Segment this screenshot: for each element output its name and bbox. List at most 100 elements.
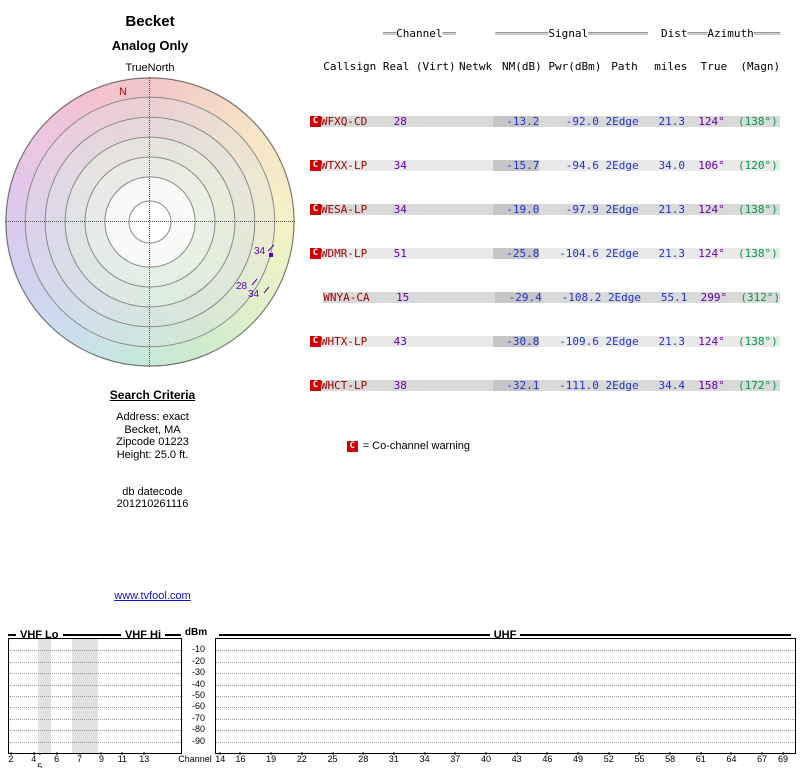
- gridline: [9, 673, 181, 675]
- x-tick-label: 2: [8, 754, 14, 764]
- y-tick-label: -20: [191, 655, 205, 666]
- station-channel-label: 28: [236, 281, 248, 292]
- x-tick-label: 25: [327, 754, 338, 764]
- gridline: [9, 696, 181, 697]
- co-channel-marker: C: [310, 336, 321, 347]
- page-title: Becket: [125, 13, 175, 30]
- report-header: Becket Analog Only TrueNorth: [55, 13, 245, 74]
- x-tick-label: 4: [31, 754, 37, 764]
- cell-virt-channel: [407, 204, 453, 215]
- x-tick: [219, 752, 221, 755]
- cell-pwr-dbm: -104.6: [559, 247, 599, 260]
- x-tick-label: 67: [757, 754, 768, 764]
- cell-real-channel: 38: [393, 379, 407, 392]
- cell-real-channel: 15: [396, 291, 410, 304]
- vhf-panel: [8, 638, 182, 754]
- x-tick: [485, 752, 487, 755]
- spacer: [310, 28, 383, 39]
- gridline: [9, 718, 181, 720]
- gridline: [9, 741, 181, 743]
- cell-virt-channel: [407, 380, 453, 391]
- cell-nm-db: -19.0: [492, 204, 540, 215]
- x-tick: [669, 752, 671, 755]
- channel-group-label: Channel: [396, 27, 443, 40]
- cell-pwr-dbm: -97.9: [565, 203, 599, 216]
- x-tick: [393, 752, 395, 755]
- x-tick-label: 49: [573, 754, 584, 764]
- cell-dist-miles: 21.3: [658, 335, 686, 348]
- x-tick: [454, 752, 456, 755]
- x-tick-label: 6: [54, 754, 60, 764]
- cell-real-channel: 34: [393, 203, 407, 216]
- cell-pwr-dbm: -109.6: [559, 335, 599, 348]
- x-tick-label: 52: [603, 754, 614, 764]
- cell-nm-db: -15.7: [492, 160, 540, 171]
- vhf-axis: 2 4 5 6 7 9 11 13: [8, 752, 180, 768]
- azimuth-group-header: ═══Azimuth════: [687, 28, 780, 39]
- db-datecode-block: db datecode 201210261116: [60, 486, 245, 511]
- cell-azimuth-true: 124°: [698, 247, 725, 260]
- gridline: [216, 718, 795, 720]
- header-line: [8, 634, 16, 636]
- station-channel-label: 34: [248, 289, 260, 300]
- header-bars: ═══: [687, 27, 708, 40]
- x-tick-label: 55: [634, 754, 645, 764]
- search-line-height: Height: 25.0 ft.: [116, 448, 189, 461]
- cell-virt-channel: [409, 292, 455, 303]
- cell-path: 2Edge: [605, 335, 639, 348]
- gridline: [9, 730, 181, 732]
- x-tick: [546, 752, 548, 755]
- x-tick-label: 16: [235, 754, 246, 764]
- header-line: [219, 634, 490, 636]
- x-tick: [270, 752, 272, 755]
- header-line: [165, 634, 181, 636]
- y-tick-label: -60: [191, 701, 205, 712]
- gridline: [216, 684, 795, 686]
- x-tick: [730, 752, 732, 755]
- footer-link-wrap: www.tvfool.com: [60, 590, 245, 602]
- db-datecode-label: db datecode: [122, 486, 183, 499]
- radar-ring-grid: [5, 77, 295, 367]
- x-tick: [577, 752, 579, 755]
- gridline: [9, 684, 181, 686]
- x-tick: [516, 752, 518, 755]
- x-tick-label: 13: [139, 754, 150, 764]
- gridline: [216, 673, 795, 675]
- header-line: [520, 634, 792, 636]
- co-channel-marker: C: [310, 248, 321, 259]
- cell-pwr-dbm: -92.0: [565, 115, 599, 128]
- cell-netwk: [453, 380, 493, 391]
- cell-azimuth-magn: (138°): [737, 203, 778, 216]
- channel-axis-label: Channel: [178, 754, 212, 764]
- col-header-real: Real: [382, 60, 410, 73]
- y-axis-labels: -10 -20 -30 -40 -50 -60 -70 -80 -90: [181, 638, 208, 752]
- cell-virt-channel: [407, 116, 453, 127]
- co-channel-legend-text: = Co-channel warning: [362, 440, 471, 452]
- x-tick-label: 19: [266, 754, 277, 764]
- signal-table: ══Channel══ ════════Signal═════════ Dist…: [310, 6, 780, 474]
- orientation-label: TrueNorth: [125, 62, 175, 74]
- cell-callsign: WFXQ-CD: [320, 115, 368, 128]
- x-tick-label: 9: [98, 754, 104, 764]
- table-row: C WHTX-LP 43 -30.8 -109.6 2Edge 21.3 124…: [310, 335, 781, 348]
- x-tick-label: 28: [358, 754, 369, 764]
- gridline: [216, 707, 795, 709]
- co-channel-marker: C: [310, 160, 321, 171]
- gridline: [216, 730, 795, 732]
- x-tick-label: 11: [117, 754, 128, 764]
- x-tick: [100, 752, 102, 755]
- search-line-city: Becket, MA: [124, 423, 181, 436]
- cell-path: 2Edge: [605, 379, 639, 392]
- cell-azimuth-magn: (138°): [737, 335, 778, 348]
- y-tick-label: -80: [191, 724, 205, 735]
- y-tick-label: -70: [191, 712, 205, 723]
- spacer: [456, 28, 496, 39]
- col-header-virt: (Virt): [415, 60, 456, 73]
- tvfool-link[interactable]: www.tvfool.com: [114, 590, 191, 602]
- co-channel-legend: C = Co-channel warning: [346, 440, 780, 452]
- x-tick: [79, 752, 81, 755]
- cell-azimuth-magn: (120°): [737, 159, 778, 172]
- cell-real-channel: 51: [393, 247, 407, 260]
- x-tick-label: 5: [37, 762, 43, 768]
